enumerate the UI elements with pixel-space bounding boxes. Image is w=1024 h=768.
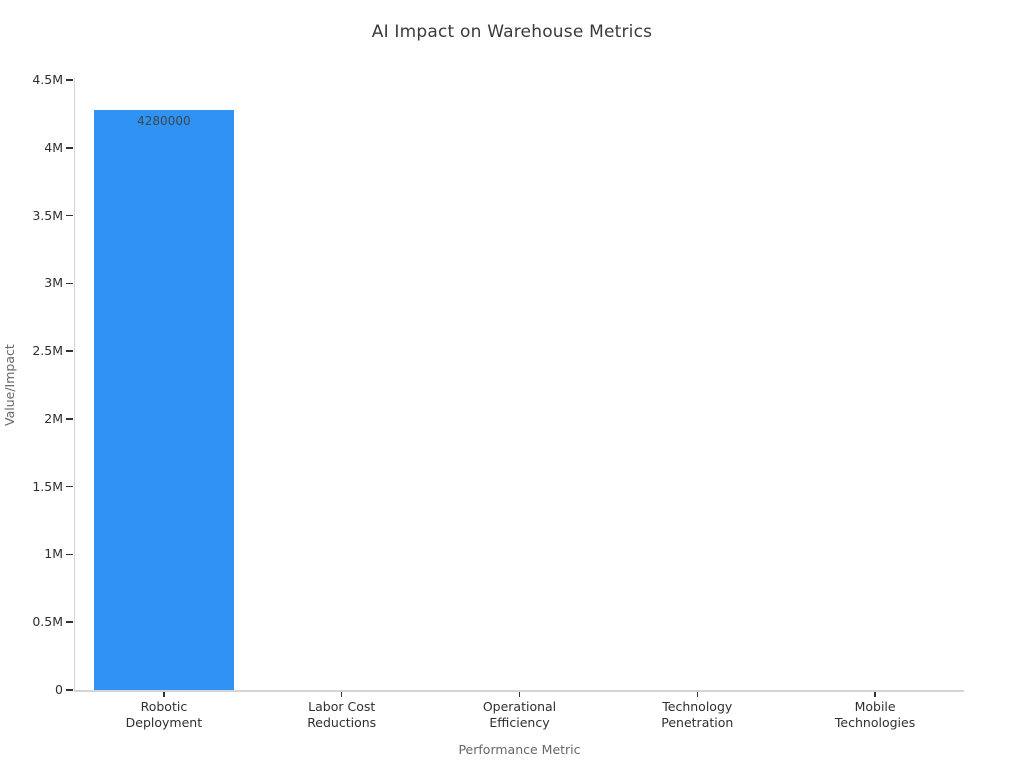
y-tick-mark [66, 621, 73, 623]
x-tick-label: Robotic Deployment [125, 699, 203, 730]
y-tick-label: 0 [55, 682, 63, 697]
y-tick-label: 2M [44, 410, 63, 426]
x-tick-label: Technology Penetration [661, 699, 734, 730]
bar [93, 109, 234, 690]
x-tick-mark [518, 691, 521, 697]
y-tick-mark [66, 553, 73, 556]
chart-title: AI Impact on Warehouse Metrics [371, 22, 653, 42]
y-tick-label: 4.5M [32, 72, 63, 87]
bar-value-label: 4280000 [137, 113, 191, 128]
x-tick-label: Labor Cost Reductions [307, 699, 377, 730]
x-axis-line [73, 690, 964, 692]
y-tick-mark [66, 418, 73, 420]
x-tick-mark [163, 691, 165, 697]
y-tick-mark [66, 282, 73, 285]
y-axis-line [73, 78, 75, 690]
y-tick-label: 1M [44, 546, 63, 562]
y-tick-label: 3M [44, 275, 63, 291]
y-tick-mark [66, 350, 73, 352]
x-tick-mark [696, 691, 699, 697]
y-tick-mark [66, 147, 73, 149]
x-tick-label: Operational Efficiency [482, 699, 557, 730]
y-tick-label: 4M [44, 139, 63, 155]
y-tick-label: 0.5M [32, 614, 63, 630]
y-tick-mark [66, 79, 73, 81]
y-tick-label: 2.5M [32, 343, 63, 359]
y-tick-mark [66, 689, 73, 691]
y-tick-label: 1.5M [32, 478, 63, 494]
x-tick-mark [340, 691, 343, 697]
x-tick-mark [874, 691, 876, 697]
x-axis-title: Performance Metric [458, 742, 581, 757]
y-tick-mark [66, 485, 73, 488]
y-tick-label: 3.5M [32, 207, 63, 223]
y-tick-mark [66, 214, 73, 217]
x-tick-label: Mobile Technologies [834, 699, 916, 730]
